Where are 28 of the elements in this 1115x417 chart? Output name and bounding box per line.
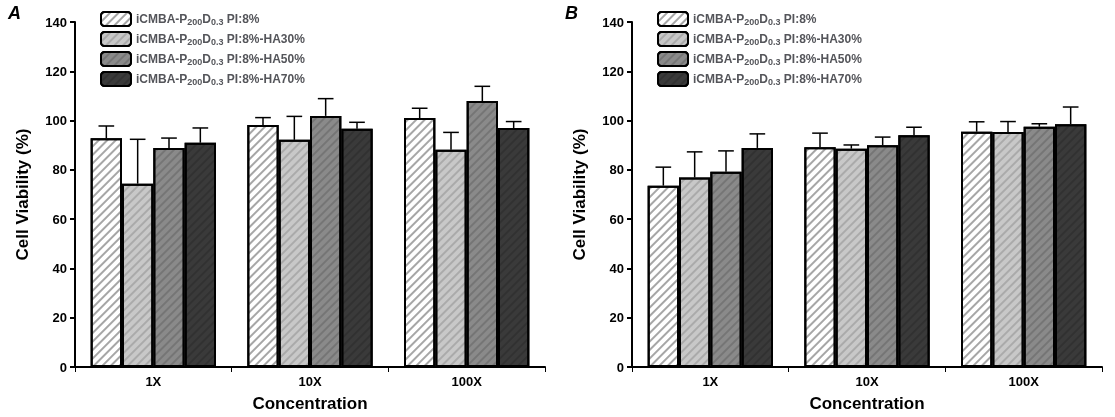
y-tick-label: 0 bbox=[616, 359, 624, 375]
y-tick-label: 40 bbox=[52, 260, 67, 276]
y-tick-label: 0 bbox=[59, 359, 67, 375]
y-tick-label: 20 bbox=[609, 310, 624, 326]
x-tick-label: 100X bbox=[1008, 374, 1040, 389]
text: A bbox=[7, 3, 21, 23]
y-tick-label: 100 bbox=[602, 113, 624, 129]
y-tick-label: 120 bbox=[602, 63, 624, 79]
text: B bbox=[565, 3, 578, 23]
y-tick-label: 80 bbox=[52, 162, 67, 178]
y-tick-label: 40 bbox=[609, 260, 624, 276]
y-axis-title: Cell Viability (%) bbox=[13, 128, 32, 261]
y-tick-label: 80 bbox=[609, 162, 624, 178]
y-tick-label: 100 bbox=[45, 113, 67, 129]
y-tick-label: 60 bbox=[52, 211, 67, 227]
x-axis-title: Concentration bbox=[252, 394, 368, 413]
y-tick-label: 140 bbox=[602, 14, 624, 30]
x-tick-label: 1X bbox=[145, 374, 162, 389]
x-tick-label: 10X bbox=[855, 374, 879, 389]
y-tick-label: 20 bbox=[52, 310, 67, 326]
y-tick-label: 120 bbox=[45, 63, 67, 79]
x-tick-label: 1X bbox=[702, 374, 719, 389]
x-axis-title: Concentration bbox=[809, 394, 925, 413]
y-tick-label: 140 bbox=[45, 14, 67, 30]
x-tick-label: 100X bbox=[451, 374, 483, 389]
x-tick-label: 10X bbox=[298, 374, 322, 389]
y-axis-title: Cell Viability (%) bbox=[570, 128, 589, 261]
y-tick-label: 60 bbox=[609, 211, 624, 227]
